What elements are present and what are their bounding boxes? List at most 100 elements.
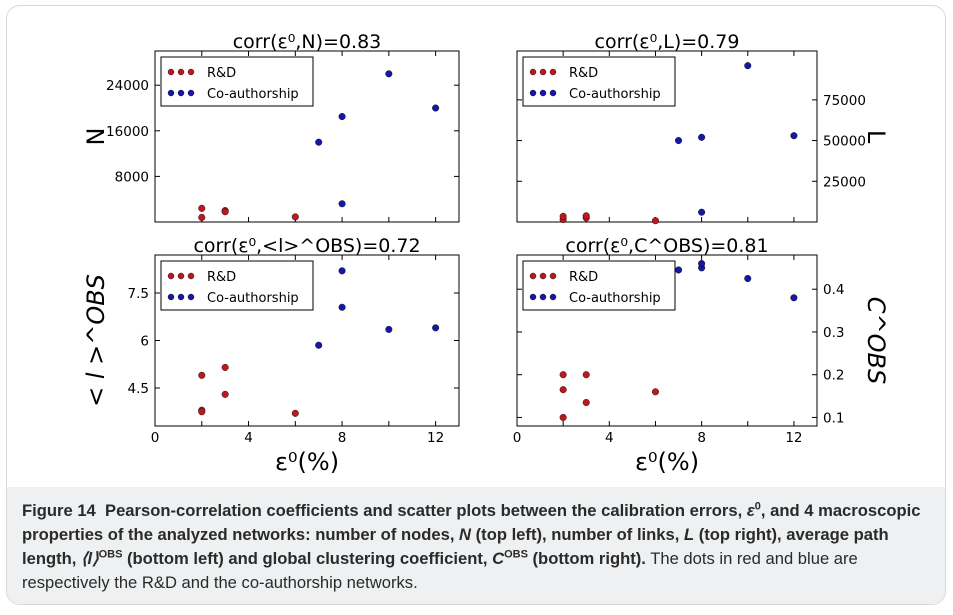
- x-axis-label: ε⁰(%): [275, 448, 339, 476]
- legend-marker: [187, 272, 195, 280]
- coauthor-point: [385, 70, 393, 78]
- caption-text-2: , and 4 macroscopic properties of the an…: [22, 501, 921, 544]
- coauthor-point: [744, 62, 752, 70]
- legend-marker: [529, 68, 537, 76]
- y-tick-label: 0.1: [823, 410, 844, 426]
- y-tick-label: 8000: [115, 169, 149, 185]
- legend-marker: [167, 293, 175, 301]
- legend-label: Co-authorship: [569, 87, 661, 102]
- legend-marker: [549, 68, 557, 76]
- legend-label: R&D: [207, 66, 236, 81]
- legend-box: [160, 56, 314, 107]
- coauthor-point: [432, 324, 440, 332]
- legend-marker: [177, 68, 185, 76]
- coauthor-point: [315, 138, 323, 146]
- legend-marker: [529, 272, 537, 280]
- rd-point: [221, 363, 229, 371]
- chart-panel-3: corr(ε⁰,<l>^OBS)=0.72 4.5 6 7.5 0 4 8 12 < l >^O…: [82, 235, 460, 476]
- caption-text-rest: The dots in red and blue are respectivel…: [22, 549, 858, 592]
- caption-text-3: (top left), number of links,: [471, 525, 684, 544]
- y-tick-label: 0.4: [823, 282, 844, 298]
- x-tick-label: 8: [697, 430, 706, 446]
- legend-label: Co-authorship: [207, 291, 299, 306]
- x-tick-label: 0: [151, 430, 160, 446]
- legend-marker: [167, 68, 175, 76]
- legend-box: [522, 56, 676, 107]
- rd-point: [291, 409, 299, 417]
- coauthor-point: [698, 208, 706, 216]
- caption-C: C: [492, 549, 505, 568]
- legend-label: R&D: [207, 270, 236, 285]
- coauthor-point: [385, 325, 393, 333]
- legend-marker: [167, 89, 175, 97]
- y-tick-label: 16000: [106, 124, 149, 140]
- x-tick-label: 4: [244, 430, 253, 446]
- y-tick-label: 25000: [823, 174, 866, 190]
- coauthor-point: [432, 104, 440, 112]
- legend-marker: [549, 272, 557, 280]
- legend-label: Co-authorship: [207, 87, 299, 102]
- legend-marker: [539, 293, 547, 301]
- y-axis-label: < l >^OBS: [82, 274, 110, 407]
- x-tick-label: 8: [338, 430, 347, 446]
- legend-marker: [187, 89, 195, 97]
- caption-text-6: (bottom right).: [527, 549, 646, 568]
- x-tick-label: 0: [513, 430, 522, 446]
- legend-label: R&D: [569, 270, 598, 285]
- legend-box: [160, 260, 314, 311]
- scatter-plots: corr(ε⁰,N)=0.83 8000 16000 24000 N R&D Co-auth…: [82, 31, 890, 476]
- rd-point: [559, 371, 567, 379]
- coauthor-point: [315, 341, 323, 349]
- coauthor-point: [790, 132, 798, 140]
- legend-marker: [187, 293, 195, 301]
- rd-point: [559, 413, 567, 421]
- coauthor-point: [744, 275, 752, 283]
- plot-frame: [154, 50, 460, 223]
- rd-point: [651, 217, 659, 225]
- legend-marker: [539, 272, 547, 280]
- chart-title-4: corr(ε⁰,C^OBS)=0.81: [565, 235, 768, 257]
- legend-marker: [529, 89, 537, 97]
- plot-frame: [516, 254, 818, 427]
- y-tick-label: 6: [140, 334, 149, 350]
- caption-text-1: Pearson-correlation coefficients and sca…: [105, 501, 747, 520]
- chart-title-1: corr(ε⁰,N)=0.83: [233, 31, 382, 53]
- rd-point: [582, 398, 590, 406]
- caption-L: L: [683, 525, 695, 544]
- y-tick-label: 50000: [823, 134, 866, 150]
- legend-marker: [529, 293, 537, 301]
- legend-label: R&D: [569, 66, 598, 81]
- coauthor-point: [790, 294, 798, 302]
- coauthor-point: [338, 303, 346, 311]
- legend-label: Co-authorship: [569, 291, 661, 306]
- rd-point: [221, 390, 229, 398]
- y-tick-label: 0.3: [823, 325, 844, 341]
- legend-marker: [549, 293, 557, 301]
- chart-panel-4: corr(ε⁰,C^OBS)=0.81 0.1 0.2 0.3 0.4 0 4 8 12 C^OB…: [513, 235, 890, 476]
- x-axis-label: ε⁰(%): [635, 448, 699, 476]
- legend-marker: [549, 89, 557, 97]
- chart-title-2: corr(ε⁰,L)=0.79: [595, 31, 740, 53]
- caption-obs-sup-2: OBS: [504, 548, 528, 561]
- rd-point: [582, 371, 590, 379]
- caption-obs-sup-1: OBS: [98, 548, 123, 561]
- rd-point: [291, 213, 299, 221]
- rd-point: [559, 386, 567, 394]
- legend-marker: [187, 68, 195, 76]
- y-tick-label: 0.2: [823, 368, 844, 384]
- legend-marker: [539, 89, 547, 97]
- y-axis-label: L: [862, 130, 890, 144]
- x-tick-label: 4: [605, 430, 614, 446]
- x-tick-label: 12: [427, 430, 444, 446]
- rd-point: [198, 408, 206, 416]
- x-tick-label: 12: [785, 430, 802, 446]
- caption-text-4: (top right), average path length,: [22, 525, 889, 568]
- figure-caption: Figure 14 Pearson-correlation coefficien…: [22, 499, 937, 595]
- legend-marker: [167, 272, 175, 280]
- y-tick-label: 4.5: [128, 381, 149, 397]
- legend-marker: [177, 89, 185, 97]
- coauthor-point: [698, 133, 706, 141]
- chart-title-3: corr(ε⁰,<l>^OBS)=0.72: [193, 235, 420, 257]
- coauthor-point: [338, 113, 346, 121]
- rd-point: [198, 213, 206, 221]
